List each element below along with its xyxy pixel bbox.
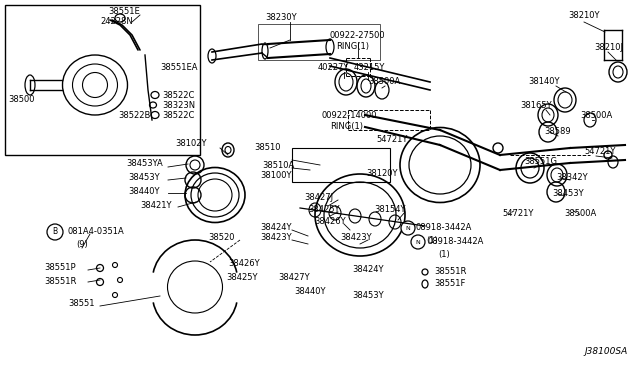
Text: 38423Y: 38423Y [260, 234, 292, 243]
Text: 38500A: 38500A [580, 112, 612, 121]
Text: 38427Y: 38427Y [278, 273, 310, 282]
Text: 38423Y: 38423Y [340, 234, 372, 243]
Text: 54721Y: 54721Y [502, 209, 533, 218]
Text: 38551R: 38551R [44, 278, 76, 286]
Text: (1): (1) [438, 250, 450, 259]
Text: 38500A: 38500A [564, 209, 596, 218]
Text: 38440Y: 38440Y [294, 288, 326, 296]
Text: 38210J: 38210J [594, 44, 623, 52]
Text: 38551F: 38551F [434, 279, 465, 289]
Text: 24228N: 24228N [100, 17, 132, 26]
Text: 38424Y: 38424Y [260, 224, 291, 232]
Text: 38551E: 38551E [108, 7, 140, 16]
Text: 38421Y: 38421Y [140, 202, 172, 211]
Text: 38510: 38510 [254, 144, 280, 153]
Text: B: B [52, 228, 58, 237]
Text: 38589: 38589 [544, 128, 571, 137]
Text: N: N [406, 225, 410, 231]
Text: 38453Y: 38453Y [552, 189, 584, 199]
Bar [258, 24, 380, 60]
Text: 00922-27500: 00922-27500 [330, 32, 386, 41]
Text: 38522C: 38522C [162, 112, 195, 121]
Text: 38100Y: 38100Y [260, 171, 291, 180]
Text: 38510A: 38510A [262, 161, 294, 170]
Text: 38551P: 38551P [44, 263, 76, 273]
Text: 38154Y: 38154Y [374, 205, 406, 215]
Circle shape [47, 224, 63, 240]
Circle shape [401, 221, 415, 235]
Text: 54721Y: 54721Y [584, 148, 616, 157]
Text: RING(1): RING(1) [336, 42, 369, 51]
Text: 40227Y: 40227Y [318, 64, 349, 73]
Text: 08918-3442A: 08918-3442A [428, 237, 484, 247]
Text: 081A4-0351A: 081A4-0351A [68, 228, 125, 237]
Text: J38100SA: J38100SA [585, 347, 628, 356]
Bar [5, 5, 200, 155]
Text: 38210Y: 38210Y [568, 12, 600, 20]
Text: 38323N: 38323N [162, 102, 195, 110]
Text: 38426Y: 38426Y [228, 260, 260, 269]
Text: 38426Y: 38426Y [314, 218, 346, 227]
Text: 38551G: 38551G [524, 157, 557, 167]
Text: 38424Y: 38424Y [352, 266, 383, 275]
Text: 38500: 38500 [8, 96, 35, 105]
Text: 38230Y: 38230Y [265, 13, 296, 22]
Text: 38500A: 38500A [368, 77, 400, 87]
Text: 38440Y: 38440Y [128, 187, 159, 196]
Text: 38522C: 38522C [162, 92, 195, 100]
Text: 38140Y: 38140Y [528, 77, 559, 87]
Text: (1): (1) [426, 235, 438, 244]
Text: (9): (9) [76, 240, 88, 248]
Text: 38453Y: 38453Y [352, 292, 383, 301]
Text: 38427J: 38427J [304, 193, 333, 202]
Text: 38551R: 38551R [434, 267, 467, 276]
Text: 43215Y: 43215Y [354, 64, 385, 73]
Text: 38425Y: 38425Y [226, 273, 257, 282]
Text: 00922-14000: 00922-14000 [322, 112, 378, 121]
Text: 54721Y: 54721Y [376, 135, 408, 144]
Text: 38425Y: 38425Y [308, 205, 339, 215]
Text: 38551EA: 38551EA [160, 64, 198, 73]
Text: 38342Y: 38342Y [556, 173, 588, 183]
Bar [292, 148, 390, 182]
Text: 38551: 38551 [68, 299, 95, 308]
Text: RING(1): RING(1) [330, 122, 363, 131]
Text: 38522B: 38522B [118, 112, 150, 121]
Text: 38165Y: 38165Y [520, 102, 552, 110]
Text: 38453Y: 38453Y [128, 173, 159, 183]
Text: 38520: 38520 [208, 234, 234, 243]
Text: N: N [415, 240, 420, 244]
Text: 38102Y: 38102Y [175, 140, 207, 148]
Text: 08918-3442A: 08918-3442A [416, 224, 472, 232]
Text: 38453YA: 38453YA [126, 160, 163, 169]
Circle shape [411, 235, 425, 249]
Text: 38120Y: 38120Y [366, 170, 397, 179]
